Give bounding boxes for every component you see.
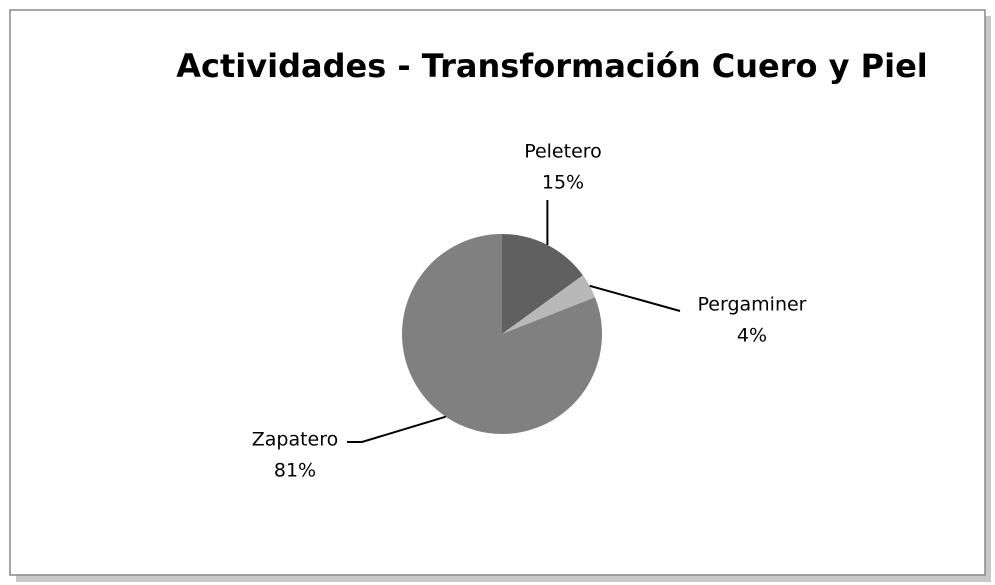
slice-value-label: 81% <box>274 460 316 482</box>
leader-line <box>589 284 681 312</box>
pie-slice <box>402 234 603 435</box>
pie-slice <box>502 275 595 334</box>
pie-slice <box>502 234 583 334</box>
chart-title: Actividades - Transformación Cuero y Pie… <box>176 47 928 85</box>
slice-label: Pergaminer <box>698 294 807 316</box>
slice-label: Zapatero <box>252 429 339 451</box>
leader-line <box>347 415 447 443</box>
slice-value-label: 4% <box>737 325 767 347</box>
slice-value-label: 15% <box>542 172 584 194</box>
slice-label: Peletero <box>524 141 602 163</box>
